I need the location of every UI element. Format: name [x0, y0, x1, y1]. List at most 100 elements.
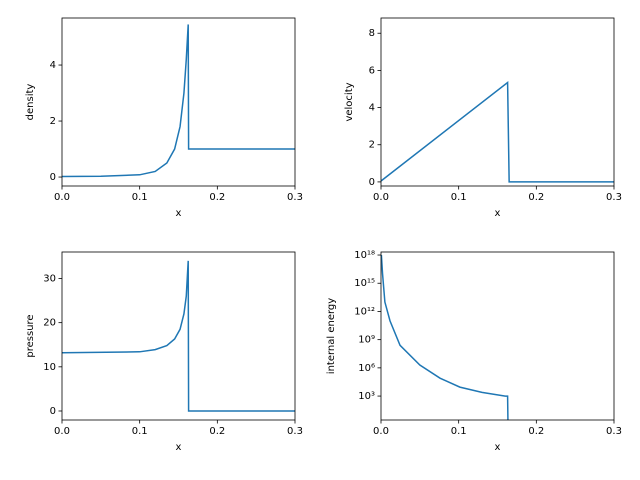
x-tick-label: 0.2: [528, 426, 544, 437]
x-axis-label: x: [495, 442, 501, 453]
data-marker: [523, 162, 531, 170]
data-marker: [445, 102, 453, 110]
data-marker: [437, 76, 445, 84]
data-marker: [60, 172, 68, 180]
data-marker: [383, 388, 391, 396]
data-marker: [480, 395, 488, 403]
data-marker: [449, 107, 457, 115]
x-tick-label: 0.0: [373, 192, 389, 203]
data-marker: [499, 400, 507, 408]
y-axis-label: density: [25, 84, 36, 121]
data-marker: [499, 88, 507, 96]
data-marker: [122, 349, 130, 357]
x-tick-label: 0.3: [287, 426, 303, 437]
y-tick-label: 10⁶: [358, 363, 375, 374]
x-tick-label: 0.0: [54, 426, 70, 437]
data-marker: [75, 171, 83, 179]
data-line: [62, 260, 295, 412]
x-tick-label: 0.2: [528, 192, 544, 203]
data-marker: [406, 390, 414, 398]
data-marker: [118, 350, 126, 358]
data-marker: [441, 92, 449, 100]
data-marker: [204, 144, 212, 152]
data-marker: [398, 391, 406, 399]
data-marker: [410, 388, 418, 396]
x-tick-label: 0.2: [209, 426, 225, 437]
data-marker: [60, 336, 68, 344]
x-tick-label: 0.2: [209, 192, 225, 203]
data-marker: [394, 390, 402, 398]
data-marker: [188, 308, 196, 316]
data-marker: [387, 146, 395, 154]
data-marker: [441, 383, 449, 391]
y-tick-label: 4: [50, 60, 56, 71]
data-marker: [200, 137, 208, 145]
y-axis-label: pressure: [25, 314, 36, 357]
y-tick-label: 0: [50, 172, 56, 183]
data-marker: [72, 171, 80, 179]
data-marker: [196, 125, 204, 133]
axes-frame: [61, 17, 296, 187]
x-tick-label: 0.3: [606, 426, 622, 437]
y-tick-label: 2: [369, 140, 375, 151]
data-marker: [83, 171, 91, 179]
data-marker: [110, 350, 118, 358]
y-tick-label: 10³: [358, 391, 375, 402]
data-marker: [87, 171, 95, 179]
data-marker: [511, 405, 519, 413]
x-axis-label: x: [495, 208, 501, 219]
data-marker: [192, 118, 200, 126]
data-marker: [422, 72, 430, 80]
data-marker: [495, 399, 503, 407]
data-marker: [433, 383, 441, 391]
data-marker: [114, 350, 122, 358]
data-marker: [64, 336, 72, 344]
x-tick-label: 0.0: [54, 192, 70, 203]
data-marker: [394, 87, 402, 95]
y-tick-label: 0: [50, 406, 56, 417]
data-marker: [383, 163, 391, 171]
data-marker: [200, 369, 208, 377]
data-marker: [492, 398, 500, 406]
data-marker: [457, 388, 465, 396]
data-marker: [433, 65, 441, 73]
data-marker: [484, 100, 492, 108]
y-tick-label: 4: [369, 103, 375, 114]
x-axis-label: x: [176, 442, 182, 453]
data-marker: [437, 383, 445, 391]
y-tick-label: 0: [369, 177, 375, 188]
x-tick-label: 0.0: [373, 426, 389, 437]
data-marker: [410, 37, 418, 45]
data-marker: [426, 66, 434, 74]
y-axis-label: internal energy: [326, 298, 337, 374]
data-marker: [402, 392, 410, 400]
data-marker: [426, 383, 434, 391]
y-tick-label: 10¹⁸: [354, 250, 375, 261]
x-axis-label: x: [176, 208, 182, 219]
data-marker: [192, 328, 200, 336]
y-tick-label: 10: [43, 362, 56, 373]
x-tick-label: 0.1: [132, 426, 148, 437]
data-marker: [188, 103, 196, 111]
data-marker: [445, 383, 453, 391]
data-line: [381, 80, 614, 183]
data-marker: [511, 104, 519, 112]
data-marker: [387, 388, 395, 396]
y-tick-label: 6: [369, 65, 375, 76]
data-marker: [429, 70, 437, 78]
axes-frame: [380, 17, 615, 187]
data-marker: [91, 350, 99, 358]
data-marker: [422, 383, 430, 391]
data-marker: [527, 174, 535, 182]
y-tick-label: 10¹²: [354, 306, 375, 317]
x-tick-label: 0.3: [287, 192, 303, 203]
data-marker: [488, 97, 496, 105]
data-marker: [204, 392, 212, 400]
data-marker: [472, 393, 480, 401]
y-tick-label: 8: [369, 28, 375, 39]
data-marker: [492, 94, 500, 102]
data-marker: [519, 148, 527, 156]
data-marker: [414, 46, 422, 54]
data-marker: [406, 25, 414, 33]
